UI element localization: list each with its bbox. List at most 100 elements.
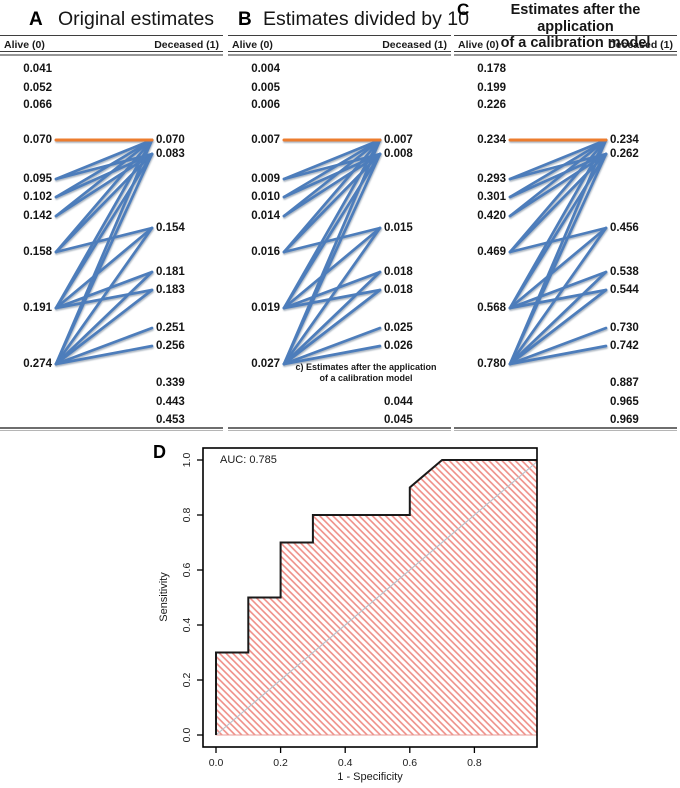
alive-estimate: 0.199 <box>477 82 506 94</box>
discordant-pair-line <box>508 152 608 199</box>
deceased-estimate: 0.538 <box>610 266 639 278</box>
discordant-pair-line <box>54 152 154 218</box>
discordant-pair-line <box>508 226 608 254</box>
discordant-pair-line <box>282 138 382 199</box>
alive-estimate: 0.102 <box>23 191 52 203</box>
discordant-pair-line <box>282 226 382 310</box>
discordant-pair-line <box>282 152 382 199</box>
deceased-estimate: 0.018 <box>384 284 413 296</box>
column-header-alive: Alive (0) <box>4 39 45 51</box>
deceased-estimate: 0.181 <box>156 266 185 278</box>
deceased-estimate: 0.969 <box>610 414 639 426</box>
discordant-pair-line <box>508 138 608 218</box>
discordant-pair-line <box>508 270 608 310</box>
panel-title-A: Original estimates <box>58 8 215 30</box>
deceased-estimate: 0.234 <box>610 134 639 146</box>
alive-estimate: 0.178 <box>477 63 506 75</box>
y-tick-label: 0.8 <box>181 508 193 523</box>
header-rule-top <box>0 35 223 36</box>
discordant-pair-line <box>508 344 608 366</box>
discordant-pair-line <box>54 226 154 366</box>
discordant-pair-line <box>508 270 608 366</box>
x-tick-label: 0.4 <box>338 757 353 769</box>
deceased-estimate: 0.339 <box>156 377 185 389</box>
roc-curve <box>215 459 537 735</box>
panel-bottom-rule <box>454 427 677 431</box>
discordant-pair-line <box>54 226 154 310</box>
pair-lines-plot <box>508 138 608 366</box>
alive-estimate: 0.301 <box>477 191 506 203</box>
alive-estimate: 0.066 <box>23 99 52 111</box>
alive-estimate: 0.226 <box>477 99 506 111</box>
discordant-pair-line <box>282 226 382 366</box>
alive-estimate: 0.469 <box>477 246 506 258</box>
slope-panel-B: B Estimates divided by 10 Alive (0) Decease… <box>228 0 469 432</box>
discordant-pair-line <box>282 288 382 366</box>
y-axis-title: Sensitivity <box>158 572 170 622</box>
discordant-pair-line <box>508 326 608 366</box>
deceased-estimate: 0.008 <box>384 148 413 160</box>
panel-title-C: Estimates after the application of a cali… <box>472 2 679 52</box>
alive-estimate: 0.014 <box>251 210 280 222</box>
deceased-estimate: 0.262 <box>610 148 639 160</box>
discordant-pair-line <box>282 138 382 181</box>
x-tick-label: 0.0 <box>209 757 224 769</box>
slope-panel-A: A Original estimates Alive (0) Deceased (1)… <box>0 0 225 432</box>
discordant-pair-line <box>54 138 154 181</box>
deceased-estimate: 0.154 <box>156 222 185 234</box>
alive-estimate: 0.293 <box>477 173 506 185</box>
deceased-estimate: 0.183 <box>156 284 185 296</box>
discordant-pair-line <box>282 152 382 218</box>
discordant-pair-line <box>282 270 382 366</box>
pair-lines-group <box>282 138 382 366</box>
discordant-pair-line <box>54 344 154 366</box>
discordant-pair-line <box>508 288 608 310</box>
alive-estimate: 0.019 <box>251 302 280 314</box>
deceased-estimate: 0.456 <box>610 222 639 234</box>
discordant-pair-line <box>54 138 154 218</box>
pair-lines-plot <box>54 138 154 366</box>
discordant-pair-line <box>508 138 608 254</box>
discordant-pair-line <box>508 288 608 366</box>
y-tick-label: 0.0 <box>181 728 193 743</box>
deceased-estimate: 0.887 <box>610 377 639 389</box>
discordant-pair-line <box>508 152 608 218</box>
deceased-estimate: 0.251 <box>156 322 185 334</box>
alive-estimate: 0.780 <box>477 358 506 370</box>
deceased-estimate: 0.544 <box>610 284 639 296</box>
discordant-pair-line <box>282 152 382 366</box>
column-header-deceased: Deceased (1) <box>154 39 219 51</box>
alive-estimate: 0.027 <box>251 358 280 370</box>
column-header-alive: Alive (0) <box>232 39 273 51</box>
deceased-estimate: 0.044 <box>384 396 413 408</box>
discordant-pair-line <box>54 152 154 366</box>
y-tick-label: 0.4 <box>181 618 193 633</box>
discordant-pair-line <box>282 270 382 310</box>
alive-estimate: 0.095 <box>23 173 52 185</box>
discordant-pair-line <box>282 288 382 310</box>
column-header-alive: Alive (0) <box>458 39 499 51</box>
alive-estimate: 0.010 <box>251 191 280 203</box>
alive-estimate: 0.191 <box>23 302 52 314</box>
alive-estimate: 0.142 <box>23 210 52 222</box>
panel-label-D: D <box>153 442 166 462</box>
pair-lines-group <box>508 138 608 366</box>
discordant-pair-line <box>54 326 154 366</box>
panel-title-line: Estimates after the application <box>510 2 641 35</box>
header-rule-top <box>454 35 677 36</box>
deceased-estimate: 0.045 <box>384 414 413 426</box>
alive-estimate: 0.006 <box>251 99 280 111</box>
pair-lines-plot <box>282 138 382 366</box>
deceased-estimate: 0.015 <box>384 222 413 234</box>
discordant-pair-line <box>282 226 382 254</box>
y-tick-label: 0.2 <box>181 673 193 688</box>
header-rule-top <box>228 35 451 36</box>
column-header-deceased: Deceased (1) <box>382 39 447 51</box>
pair-lines-group <box>54 138 154 366</box>
alive-estimate: 0.007 <box>251 134 280 146</box>
alive-estimate: 0.041 <box>23 63 52 75</box>
panel-label-A: A <box>29 9 43 30</box>
alive-estimate: 0.009 <box>251 173 280 185</box>
alive-estimate: 0.568 <box>477 302 506 314</box>
